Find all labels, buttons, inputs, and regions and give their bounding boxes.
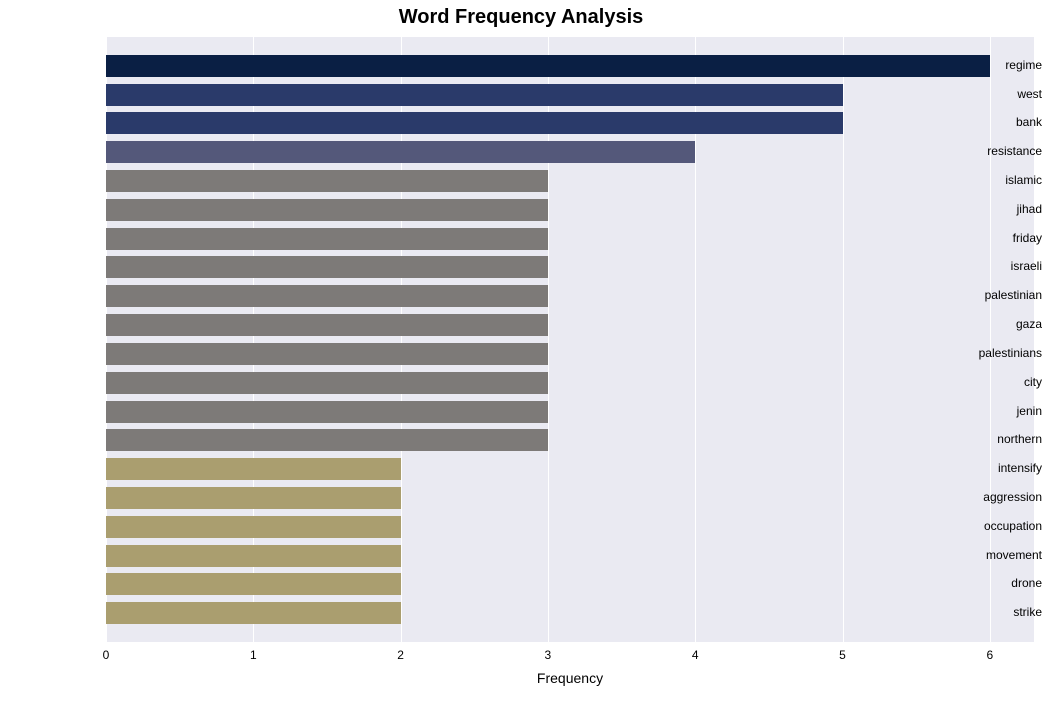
- x-tick-label: 2: [397, 648, 404, 662]
- y-tick-label: palestinians: [944, 346, 1042, 360]
- bar: [106, 55, 990, 77]
- y-tick-label: palestinian: [944, 288, 1042, 302]
- y-tick-label: occupation: [944, 519, 1042, 533]
- bar: [106, 487, 401, 509]
- y-tick-label: gaza: [944, 317, 1042, 331]
- bar: [106, 429, 548, 451]
- plot-area: [106, 37, 1034, 642]
- y-tick-label: jihad: [944, 202, 1042, 216]
- y-tick-label: friday: [944, 231, 1042, 245]
- y-tick-label: bank: [944, 115, 1042, 129]
- y-tick-label: jenin: [944, 404, 1042, 418]
- bar: [106, 141, 695, 163]
- y-tick-label: drone: [944, 576, 1042, 590]
- y-tick-label: islamic: [944, 173, 1042, 187]
- bar: [106, 602, 401, 624]
- y-tick-label: regime: [944, 58, 1042, 72]
- chart-container: Word Frequency Analysis Frequency 0 1 2 3 4 5…: [0, 0, 1042, 701]
- bar: [106, 343, 548, 365]
- bar: [106, 112, 843, 134]
- bar: [106, 285, 548, 307]
- x-tick-label: 1: [250, 648, 257, 662]
- y-tick-label: aggression: [944, 490, 1042, 504]
- y-tick-label: intensify: [944, 461, 1042, 475]
- x-tick-label: 5: [839, 648, 846, 662]
- bar: [106, 84, 843, 106]
- x-tick-label: 4: [692, 648, 699, 662]
- bar: [106, 573, 401, 595]
- bar: [106, 228, 548, 250]
- y-tick-label: northern: [944, 432, 1042, 446]
- bar: [106, 372, 548, 394]
- y-tick-label: resistance: [944, 144, 1042, 158]
- bar: [106, 256, 548, 278]
- x-tick-label: 3: [545, 648, 552, 662]
- bar: [106, 458, 401, 480]
- x-axis-label: Frequency: [106, 670, 1034, 686]
- bar: [106, 199, 548, 221]
- grid-line: [843, 37, 844, 642]
- bar: [106, 314, 548, 336]
- bar: [106, 516, 401, 538]
- bar: [106, 401, 548, 423]
- y-tick-label: movement: [944, 548, 1042, 562]
- x-tick-label: 0: [103, 648, 110, 662]
- x-tick-label: 6: [986, 648, 993, 662]
- chart-title: Word Frequency Analysis: [0, 6, 1042, 29]
- bar: [106, 170, 548, 192]
- y-tick-label: west: [944, 87, 1042, 101]
- y-tick-label: israeli: [944, 259, 1042, 273]
- bar: [106, 545, 401, 567]
- y-tick-label: strike: [944, 605, 1042, 619]
- y-tick-label: city: [944, 375, 1042, 389]
